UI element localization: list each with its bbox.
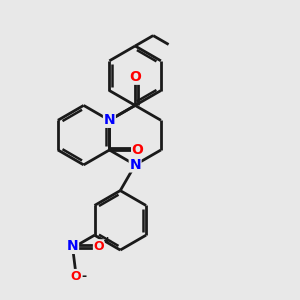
Text: N: N	[129, 158, 141, 172]
Text: O: O	[94, 240, 104, 253]
Text: O: O	[132, 143, 144, 157]
Text: +: +	[103, 236, 112, 246]
Text: O: O	[129, 70, 141, 84]
Text: N: N	[103, 113, 115, 127]
Text: -: -	[81, 270, 86, 284]
Text: N: N	[67, 239, 79, 253]
Text: O: O	[70, 270, 81, 283]
